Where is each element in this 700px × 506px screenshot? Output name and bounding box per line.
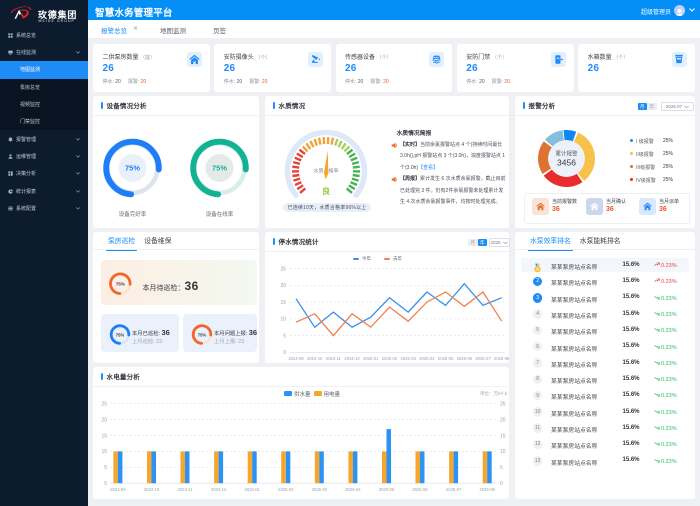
svg-text:0: 0 — [104, 481, 107, 487]
svg-text:20: 20 — [500, 417, 506, 423]
svg-text:2025-04: 2025-04 — [345, 487, 361, 492]
svg-text:20: 20 — [101, 417, 107, 423]
svg-text:2024-10: 2024-10 — [307, 356, 323, 361]
svg-text:累计报警: 累计报警 — [555, 149, 578, 157]
svg-text:15: 15 — [280, 299, 286, 305]
svg-text:10: 10 — [101, 449, 107, 455]
svg-text:2024-09: 2024-09 — [288, 356, 304, 361]
svg-text:2025-04: 2025-04 — [419, 356, 435, 361]
svg-text:2025-06: 2025-06 — [412, 487, 428, 492]
svg-text:2025-08: 2025-08 — [480, 487, 496, 492]
svg-text:10: 10 — [500, 449, 506, 455]
svg-text:75%: 75% — [212, 163, 227, 172]
svg-text:2024-12: 2024-12 — [344, 356, 360, 361]
svg-text:10: 10 — [280, 316, 286, 322]
svg-text:2025-03: 2025-03 — [312, 487, 328, 492]
svg-text:2025-01: 2025-01 — [245, 487, 261, 492]
svg-text:25: 25 — [500, 401, 506, 407]
svg-text:75%: 75% — [116, 281, 125, 286]
svg-text:75%: 75% — [116, 332, 125, 337]
svg-text:5: 5 — [104, 465, 107, 471]
svg-text:15: 15 — [101, 433, 107, 439]
svg-text:2025-08: 2025-08 — [494, 356, 509, 361]
svg-text:0: 0 — [283, 350, 286, 356]
svg-text:2024-11: 2024-11 — [326, 356, 342, 361]
svg-text:2024-11: 2024-11 — [177, 487, 193, 492]
svg-text:0: 0 — [500, 481, 503, 487]
svg-text:2024-12: 2024-12 — [211, 487, 227, 492]
svg-text:2025-06: 2025-06 — [457, 356, 473, 361]
svg-text:2025-05: 2025-05 — [438, 356, 454, 361]
svg-text:15: 15 — [500, 433, 506, 439]
svg-text:75%: 75% — [198, 332, 207, 337]
svg-text:3456: 3456 — [557, 157, 576, 167]
svg-text:2024-10: 2024-10 — [144, 487, 160, 492]
svg-text:2025-02: 2025-02 — [382, 356, 398, 361]
svg-text:2025-02: 2025-02 — [278, 487, 294, 492]
svg-text:2025-05: 2025-05 — [379, 487, 395, 492]
svg-text:5: 5 — [500, 465, 503, 471]
svg-text:2025-07: 2025-07 — [446, 487, 462, 492]
svg-text:良: 良 — [322, 186, 330, 196]
svg-text:20: 20 — [280, 283, 286, 289]
svg-text:2025-01: 2025-01 — [363, 356, 379, 361]
svg-text:2024-09: 2024-09 — [110, 487, 126, 492]
svg-text:2025-07: 2025-07 — [475, 356, 491, 361]
svg-text:25: 25 — [280, 266, 286, 272]
svg-text:75%: 75% — [125, 163, 140, 172]
svg-text:2025-03: 2025-03 — [401, 356, 417, 361]
svg-text:5: 5 — [283, 333, 286, 339]
svg-text:25: 25 — [101, 401, 107, 407]
